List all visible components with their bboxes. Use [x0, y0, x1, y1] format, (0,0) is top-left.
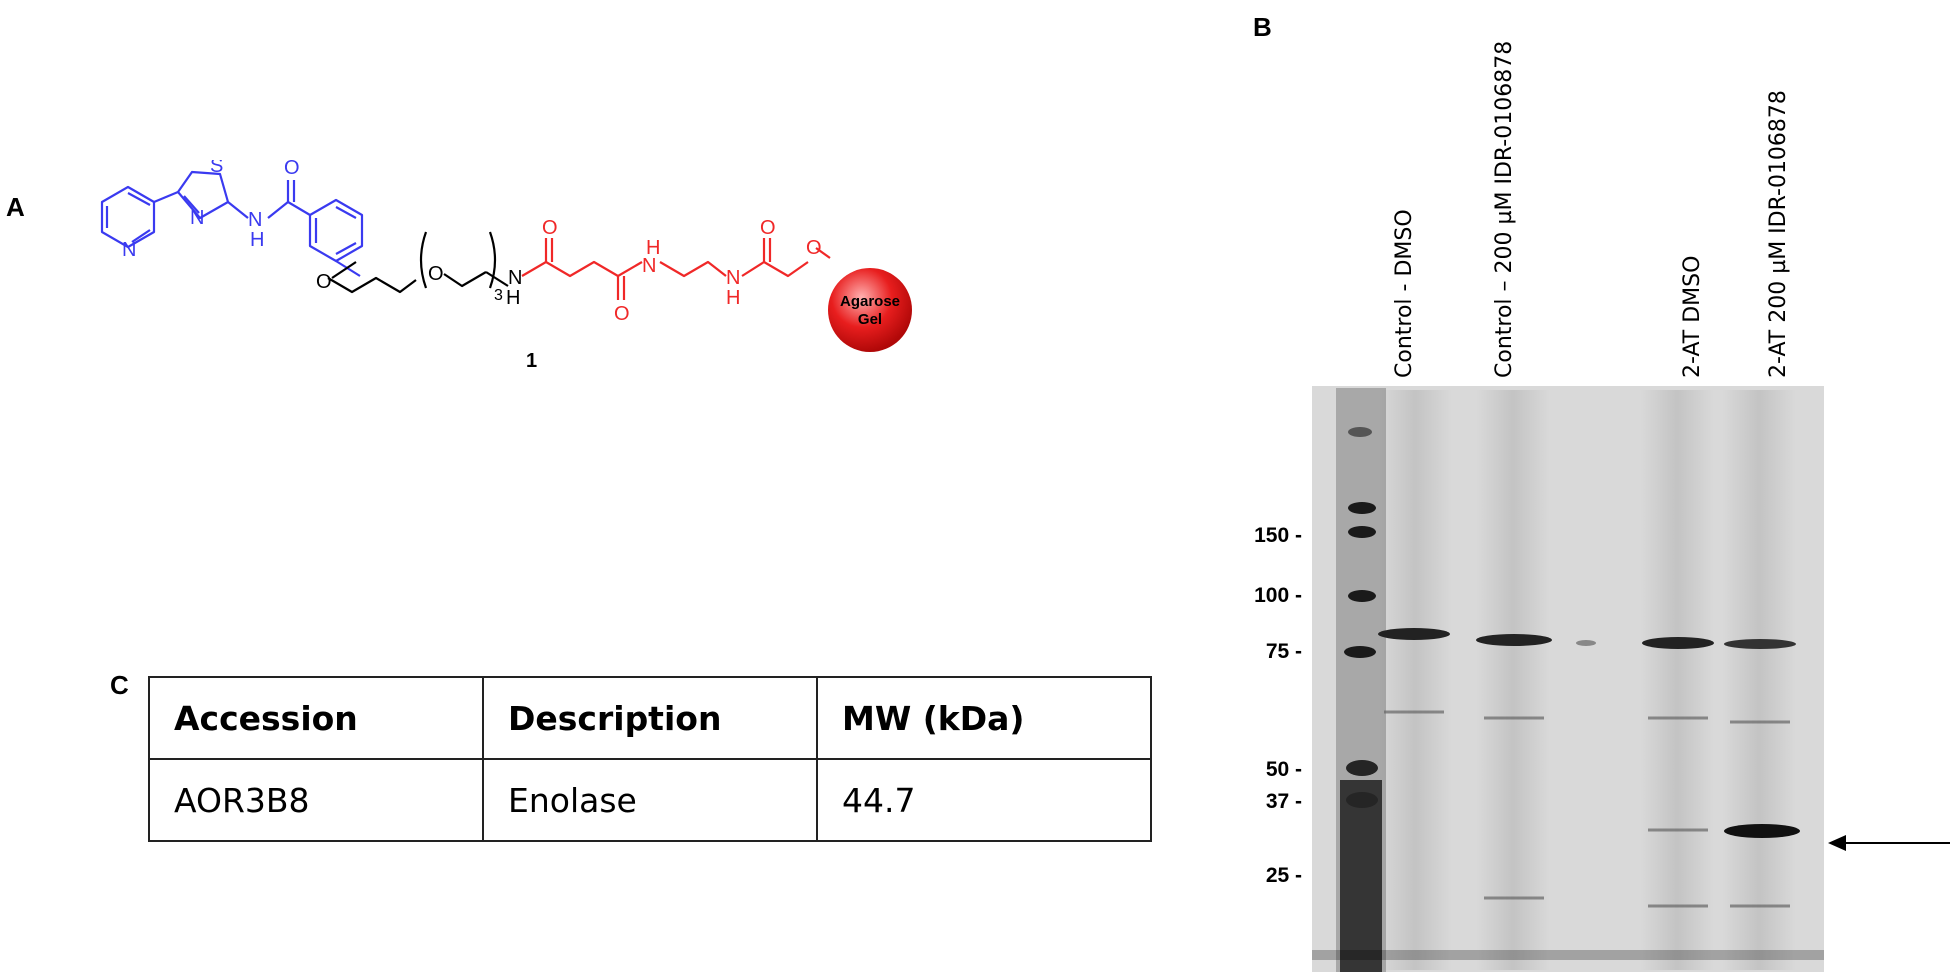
panel-label-b: B: [1253, 12, 1272, 42]
ladder-lane: [1336, 388, 1386, 972]
atom-o-carbonyl: O: [284, 160, 300, 179]
atom-nh-amide: N: [248, 209, 262, 231]
atom-o-peg: O: [428, 263, 444, 285]
lane-label-2at-idr: 2-AT 200 µM IDR-0106878: [1766, 90, 1791, 378]
panel-label-c: C: [110, 670, 129, 700]
table-header-row: Accession Description MW (kDa): [148, 676, 1152, 760]
table-cell: Enolase: [482, 758, 818, 842]
atom-h-peg: H: [506, 287, 520, 309]
mw-marker-50: 50 -: [1265, 758, 1302, 781]
table-header: MW (kDa): [816, 676, 1152, 760]
band-75kda: [1378, 628, 1796, 649]
atom-h-linker-2: H: [726, 287, 740, 309]
table-header: Accession: [148, 676, 484, 760]
thiazole-ring: [177, 170, 230, 220]
bead-label-line1: Agarose: [840, 293, 900, 310]
table-cell: 44.7: [816, 758, 1152, 842]
atom-h-amide: H: [250, 229, 264, 251]
repeat-subscript: 3: [494, 287, 503, 304]
atom-n-peg: N: [508, 267, 522, 289]
benzene-ring: [308, 198, 364, 263]
lane-label-control-idr: Control – 200 µM IDR-0106878: [1492, 40, 1517, 378]
atom-o-linker-3: O: [760, 217, 776, 239]
mw-marker-25: 25 -: [1265, 864, 1302, 887]
atom-o-linker-2: O: [614, 303, 630, 325]
atom-o-linker-4: O: [806, 237, 822, 259]
atom-s: S: [210, 160, 223, 177]
arrow-right-icon: [1828, 835, 1950, 851]
table-header: Description: [482, 676, 818, 760]
lane-label-control-dmso: Control - DMSO: [1392, 209, 1417, 378]
atom-o-ether: O: [316, 271, 332, 293]
panel-label-a: A: [6, 192, 25, 222]
atom-n-thiazole: N: [190, 207, 204, 229]
mw-marker-37: 37 -: [1265, 790, 1302, 813]
protein-id-table: Accession Description MW (kDa) AOR3B8 En…: [148, 676, 1152, 842]
mw-marker-150: 150 -: [1254, 524, 1302, 547]
atom-o-linker-1: O: [542, 217, 558, 239]
pyridine-ring: [100, 185, 156, 249]
gel-background: [1312, 386, 1824, 972]
atom-n-linker-2: N: [726, 267, 740, 289]
compound-number: 1: [526, 350, 538, 372]
agarose-bead: [828, 268, 912, 352]
mw-marker-75: 75 -: [1265, 640, 1302, 663]
atom-h-linker-1: H: [646, 237, 660, 259]
atom-n-linker-1: N: [642, 255, 656, 277]
atom-n-pyridine: N: [122, 239, 136, 261]
band-enolase: [1724, 824, 1800, 838]
lane-label-2at-dmso: 2-AT DMSO: [1680, 255, 1705, 378]
mw-marker-100: 100 -: [1254, 584, 1302, 607]
table-row: AOR3B8 Enolase 44.7: [148, 758, 1152, 842]
chemical-structure: N S N N H O O O 3 N H O O H N N H O O Ag…: [100, 160, 912, 352]
bead-label-line2: Gel: [858, 311, 882, 328]
table-cell: AOR3B8: [148, 758, 484, 842]
